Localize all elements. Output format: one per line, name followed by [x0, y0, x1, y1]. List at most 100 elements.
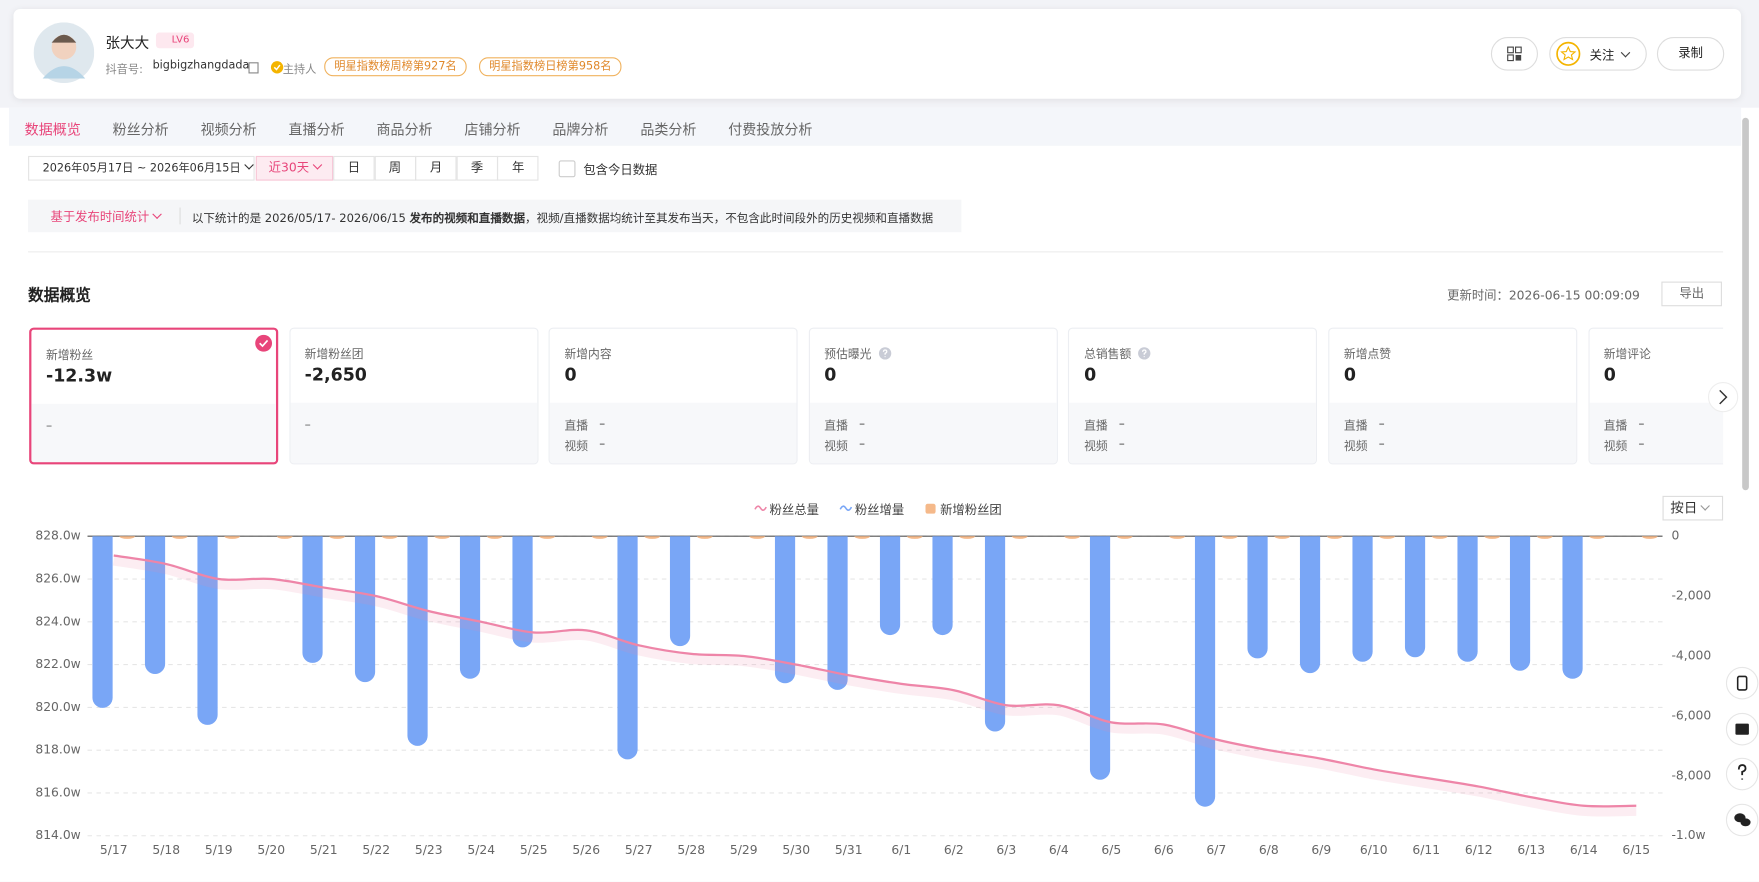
legend-icon[interactable] [754, 503, 767, 514]
help-icon[interactable] [1138, 347, 1151, 360]
tab[interactable]: 商品分析 [376, 121, 433, 138]
tab[interactable]: 视频分析 [200, 121, 257, 138]
period[interactable]: 季 [456, 155, 498, 181]
date-range-text: 2026年05月17日 ~ 2026年06月15日 [42, 162, 241, 176]
export-button[interactable]: 导出 [1661, 281, 1722, 307]
tab[interactable]: 粉丝分析 [112, 121, 169, 138]
detail-value: – [1118, 417, 1125, 431]
metric-card[interactable]: 新增点赞 0 直播 – 视频 – [1328, 327, 1578, 465]
x-tick-label: 6/5 [1101, 843, 1121, 857]
card-value: 0 [564, 364, 577, 385]
y2-tick-label: -1.0w [1671, 828, 1705, 842]
separator [179, 207, 181, 225]
metric-card[interactable]: 总销售额 0 直播 – 视频 – [1068, 327, 1318, 465]
legend-icon[interactable] [924, 503, 937, 514]
metric-card[interactable]: 新增评论 0 直播 – 视频 – [1588, 327, 1724, 465]
bar [774, 536, 796, 684]
x-tick-label: 5/19 [205, 843, 233, 857]
bar [276, 536, 293, 539]
bar [1536, 536, 1553, 539]
granularity[interactable]: 按日 [1662, 495, 1724, 521]
card-value: 0 [1343, 364, 1357, 385]
period[interactable]: 日 [333, 155, 375, 181]
bar [1194, 536, 1216, 807]
side-tools[interactable] [1723, 662, 1759, 841]
qr-button[interactable] [1490, 37, 1539, 71]
detail-value: – [1378, 417, 1385, 431]
y-tick-label: 822.0w [35, 657, 80, 671]
tab[interactable]: 数据概览 [24, 121, 81, 138]
follow-label: 关注 [1589, 48, 1615, 63]
include-today: 包含今日数据 [583, 162, 658, 178]
tab[interactable]: 品类分析 [640, 121, 697, 138]
notice-bold: 发布的视频和直播数据 [409, 212, 525, 226]
rank-badge: 明星指数榜周榜第927名 [324, 57, 467, 77]
y-tick-label: 818.0w [35, 743, 80, 757]
legend-label[interactable]: 新增粉丝团 [940, 502, 1002, 518]
tab[interactable]: 直播分析 [288, 121, 345, 138]
legend-label[interactable]: 粉丝增量 [854, 502, 905, 518]
card-bottom [31, 403, 276, 463]
help-icon[interactable] [878, 347, 892, 360]
card-note: – [45, 418, 53, 434]
x-tick-label: 5/17 [100, 843, 128, 857]
rank-badge: 明星指数榜日榜第958名 [479, 57, 622, 77]
y2-tick-label: -8,000 [1671, 768, 1711, 782]
tab[interactable]: 店铺分析 [464, 121, 521, 138]
bar [119, 536, 136, 539]
x-tick-label: 6/11 [1412, 843, 1440, 857]
x-tick-label: 5/18 [152, 843, 180, 857]
y2-tick-label: -6,000 [1671, 708, 1711, 722]
follow-button[interactable]: 关注 [1549, 37, 1647, 71]
checkbox[interactable] [558, 160, 576, 178]
next-arrow[interactable] [1706, 380, 1740, 414]
scrollbar [1742, 117, 1749, 491]
metric-card[interactable]: 新增内容 0 直播 – 视频 – [548, 327, 798, 465]
notice-prefix: 以下统计的是 2026/05/17- 2026/06/15 [191, 212, 410, 226]
period[interactable]: 周 [374, 155, 416, 181]
bar [879, 536, 901, 636]
x-tick-label: 5/27 [625, 843, 653, 857]
legend-label[interactable]: 粉丝总量 [769, 502, 819, 518]
metric-card[interactable]: 预估曝光 0 直播 – 视频 – [808, 327, 1058, 465]
granularity-text: 按日 [1670, 500, 1698, 517]
period[interactable]: 月 [415, 155, 457, 181]
metric-card[interactable]: 新增粉丝团 -2,650 – [288, 327, 539, 465]
detail-value: – [1638, 417, 1645, 431]
bar [644, 536, 661, 539]
metric-card[interactable]: 新增粉丝 -12.3w – [29, 327, 279, 465]
date-range[interactable]: 2026年05月17日 ~ 2026年06月15日 [28, 155, 255, 181]
notice-mode[interactable]: 基于发布时间统计 [50, 208, 162, 226]
card-label: 总销售额 [1084, 347, 1132, 362]
record-button[interactable]: 录制 [1656, 37, 1725, 71]
bar [696, 536, 713, 539]
preset[interactable]: 近30天 [255, 155, 334, 181]
y-tick-label: 814.0w [35, 828, 80, 842]
period[interactable]: 年 [497, 155, 539, 181]
x-tick-label: 5/23 [415, 843, 443, 857]
detail-label: 直播 [564, 419, 589, 434]
detail-value: – [599, 417, 606, 431]
x-tick-label: 5/20 [257, 843, 285, 857]
y2-tick-label: -4,000 [1671, 649, 1711, 663]
legend-icon[interactable] [839, 503, 853, 514]
bar [1352, 536, 1373, 662]
x-tick-label: 5/24 [467, 843, 495, 857]
detail-label: 视频 [1343, 439, 1368, 454]
y-tick-label: 828.0w [35, 529, 80, 543]
bar [1326, 536, 1343, 539]
x-tick-label: 6/15 [1622, 843, 1650, 857]
line-glow [112, 554, 1637, 817]
bar [854, 536, 871, 539]
card-value: 0 [1084, 364, 1097, 385]
bar [1116, 536, 1133, 539]
tab[interactable]: 付费投放分析 [728, 121, 813, 138]
card-label: 新增内容 [564, 347, 612, 362]
bar [381, 536, 398, 539]
y-tick-label: 816.0w [35, 785, 80, 799]
bar [329, 536, 346, 539]
card-bottom [809, 402, 1057, 464]
detail-value: – [1638, 437, 1645, 451]
bar [171, 536, 188, 539]
tab[interactable]: 品牌分析 [552, 121, 609, 138]
